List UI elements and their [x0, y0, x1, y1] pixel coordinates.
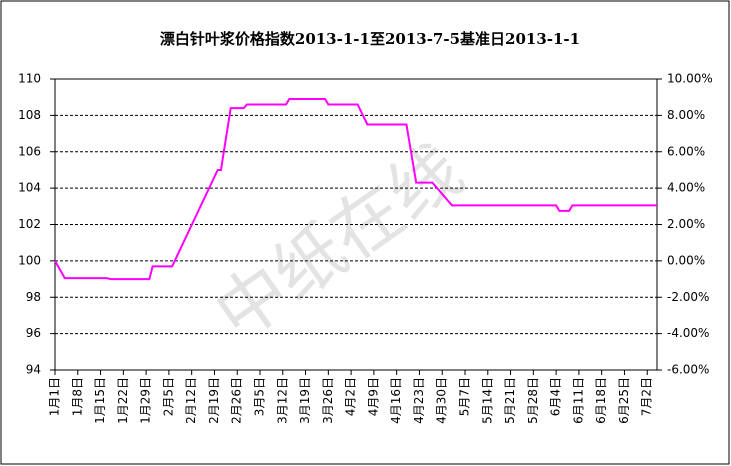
data-line	[54, 98, 657, 281]
x-tick-label: 1月1日	[48, 377, 62, 416]
x-tick-label: 4月23日	[412, 377, 426, 424]
y-tick-label: 110	[18, 72, 41, 86]
x-tick-label: 6月18日	[594, 377, 608, 424]
x-tick-label: 6月4日	[549, 377, 563, 416]
x-tick-label: 1月8日	[70, 377, 84, 416]
plot-border	[54, 78, 658, 371]
y2-tick-label: -6.00%	[667, 363, 709, 377]
x-tick-label: 3月12日	[275, 377, 289, 424]
x-tick-label: 4月9日	[366, 377, 380, 416]
y2-tick-label: 2.00%	[667, 217, 705, 231]
x-tick-label: 5月28日	[526, 377, 540, 424]
x-tick-label: 6月25日	[617, 377, 631, 424]
y-tick-label: 106	[18, 144, 41, 158]
x-tick-label: 1月29日	[139, 377, 153, 424]
y-tick-label: 100	[18, 253, 41, 267]
x-tick-label: 5月14日	[480, 377, 494, 424]
x-tick-label: 2月5日	[161, 377, 175, 416]
y-tick-label: 98	[26, 290, 41, 304]
y-tick-label: 108	[18, 108, 41, 122]
x-tick-label: 1月15日	[93, 377, 107, 424]
x-tick-label: 4月16日	[389, 377, 403, 424]
x-tick-label: 6月11日	[571, 377, 585, 424]
y2-tick-label: 0.00%	[667, 253, 705, 267]
x-tick-label: 4月30日	[435, 377, 449, 424]
y-tick-label: 96	[26, 326, 41, 340]
y2-tick-label: 10.00%	[667, 72, 713, 86]
y-tick-label: 102	[18, 217, 41, 231]
x-tick-label: 2月26日	[230, 377, 244, 424]
y-tick-label: 94	[26, 363, 41, 377]
y-tick-label: 104	[18, 181, 41, 195]
y2-tick-label: 6.00%	[667, 144, 705, 158]
x-tick-label: 4月2日	[344, 377, 358, 416]
y2-tick-label: 8.00%	[667, 108, 705, 122]
x-tick-label: 3月19日	[298, 377, 312, 424]
x-tick-label: 3月26日	[321, 377, 335, 424]
x-tick-label: 3月5日	[253, 377, 267, 416]
x-tick-label: 2月19日	[207, 377, 221, 424]
chart-title: 漂白针叶浆价格指数2013-1-1至2013-7-5基准日2013-1-1	[160, 30, 580, 48]
y2-tick-label: 4.00%	[667, 181, 705, 195]
y2-tick-label: -2.00%	[667, 290, 709, 304]
x-tick-label: 7月2日	[640, 377, 654, 416]
x-tick-label: 2月12日	[184, 377, 198, 424]
x-tick-label: 5月21日	[503, 377, 517, 424]
x-tick-label: 5月7日	[458, 377, 472, 416]
y2-tick-label: -4.00%	[667, 326, 709, 340]
x-tick-label: 1月22日	[116, 377, 130, 424]
